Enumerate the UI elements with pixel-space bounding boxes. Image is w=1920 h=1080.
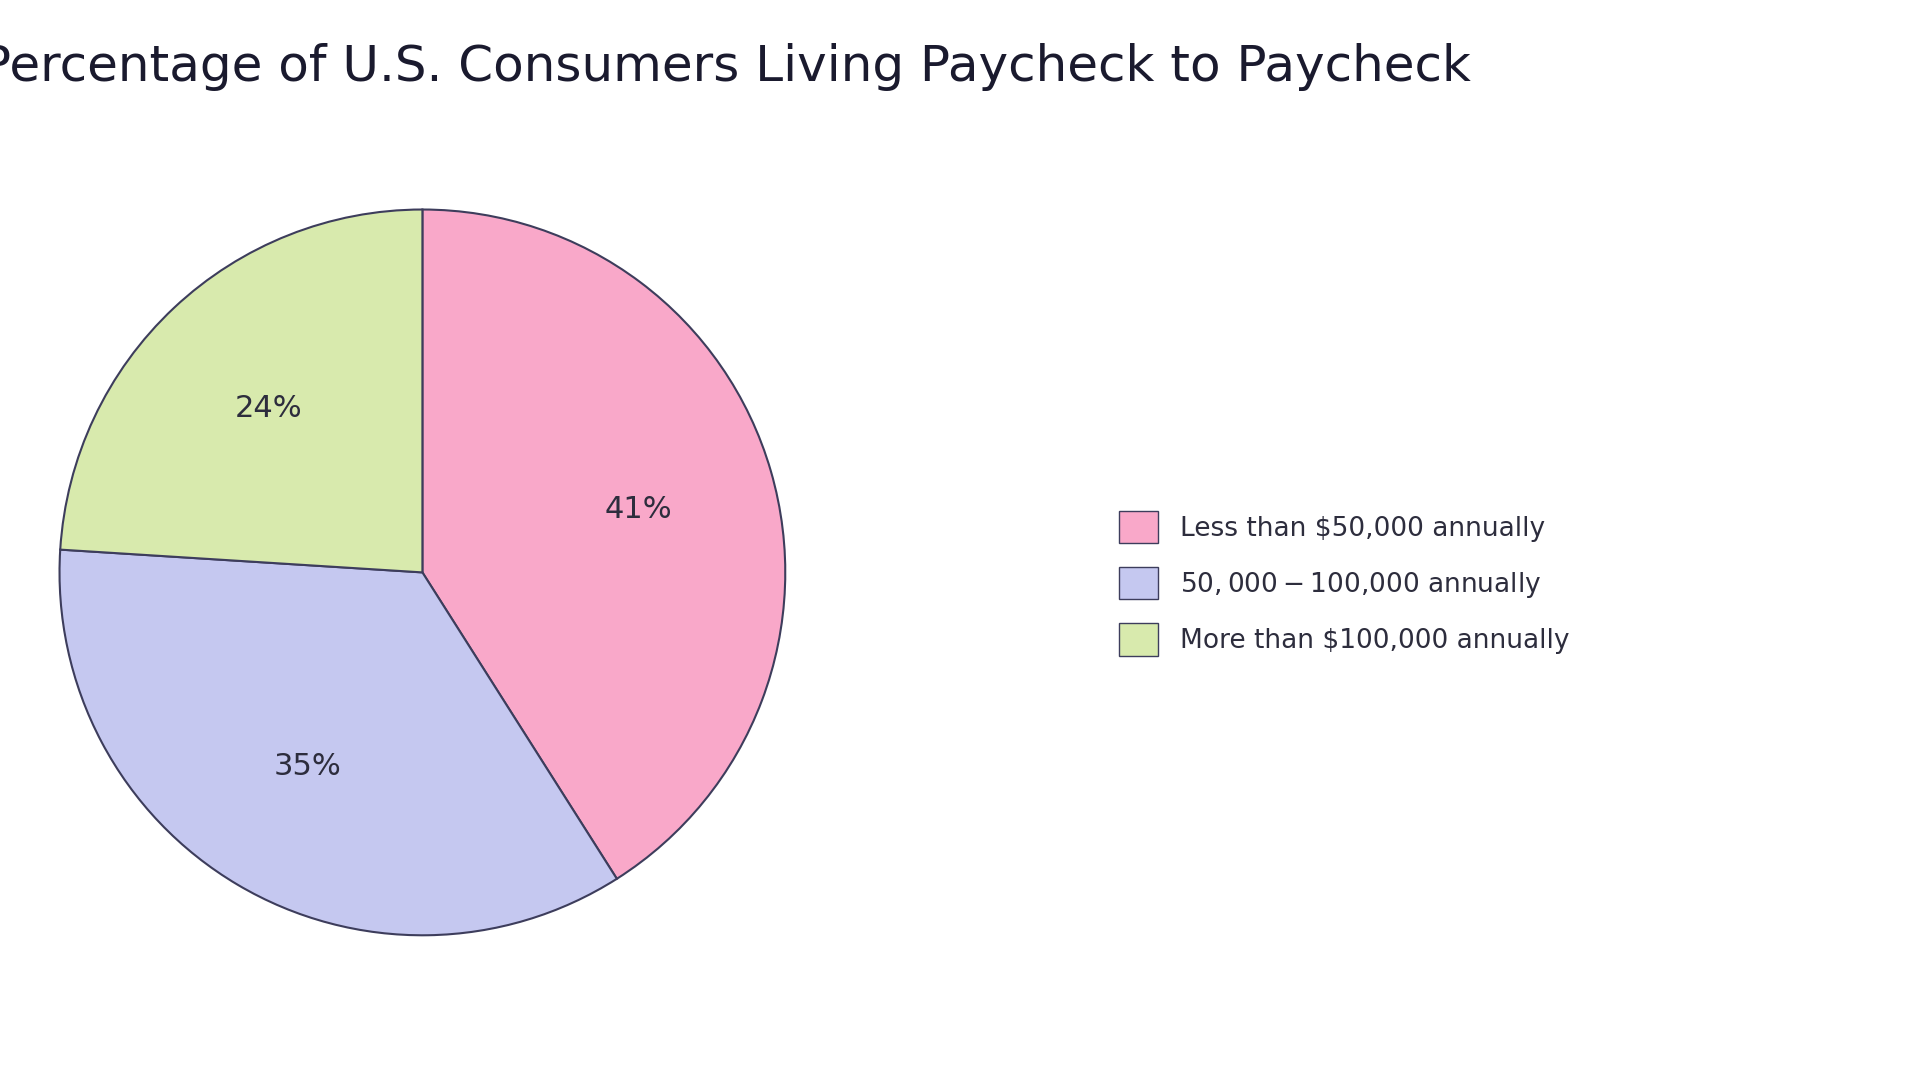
- Text: 41%: 41%: [605, 495, 672, 524]
- Wedge shape: [60, 210, 422, 572]
- Wedge shape: [60, 550, 616, 935]
- Text: Percentage of U.S. Consumers Living Paycheck to Paycheck: Percentage of U.S. Consumers Living Payc…: [0, 43, 1471, 91]
- Wedge shape: [422, 210, 785, 879]
- Text: 24%: 24%: [234, 394, 301, 423]
- Text: 35%: 35%: [275, 752, 342, 781]
- Legend: Less than $50,000 annually, $50,000 - $100,000 annually, More than $100,000 annu: Less than $50,000 annually, $50,000 - $1…: [1092, 485, 1596, 681]
